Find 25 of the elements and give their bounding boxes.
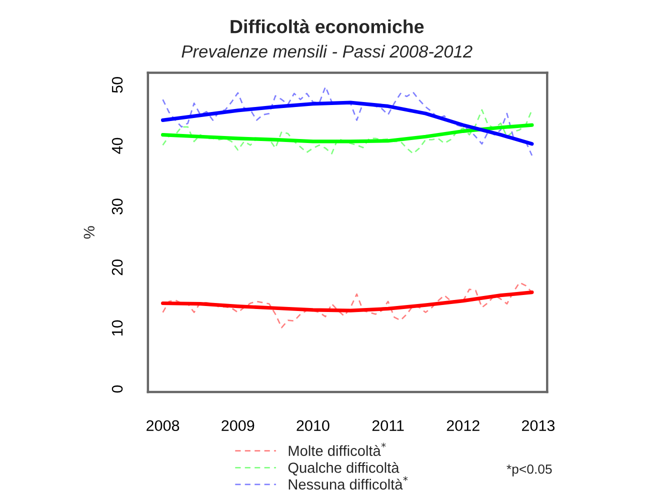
text: *p<0.05: [506, 464, 552, 476]
x-tick-label: 2009: [222, 420, 254, 432]
y-tick-label: 30: [112, 198, 123, 214]
legend-label: Molte difficoltà$^{*}$: [288, 442, 386, 456]
line-series: [160, 100, 534, 146]
line-series: [162, 86, 533, 156]
line-series: [160, 290, 534, 312]
y-tick-label: 20: [112, 259, 123, 276]
x-tick-label: 2010: [296, 420, 330, 432]
line-series: [160, 123, 534, 144]
chart-title: Difficoltà economiche: [230, 19, 424, 34]
y-tick-label: 50: [112, 77, 123, 93]
x-tick-label: 2011: [372, 420, 404, 432]
x-tick-label: 2012: [446, 420, 480, 432]
y-tick-label: 10: [112, 320, 123, 336]
legend-label: Qualche difficoltà: [288, 462, 400, 476]
x-tick-label: 2008: [146, 420, 180, 432]
x-tick-label: 2013: [522, 420, 555, 432]
y-axis-title: %: [84, 226, 94, 239]
y-tick-label: 0: [112, 385, 123, 393]
line-series: [162, 282, 533, 328]
legend-label: Nessuna difficoltà$^{*}$: [288, 476, 408, 490]
line-series: [162, 109, 533, 154]
y-tick-label: 40: [112, 138, 123, 154]
chart-subtitle: Prevalenze mensili - Passi 2008-2012: [182, 44, 472, 58]
